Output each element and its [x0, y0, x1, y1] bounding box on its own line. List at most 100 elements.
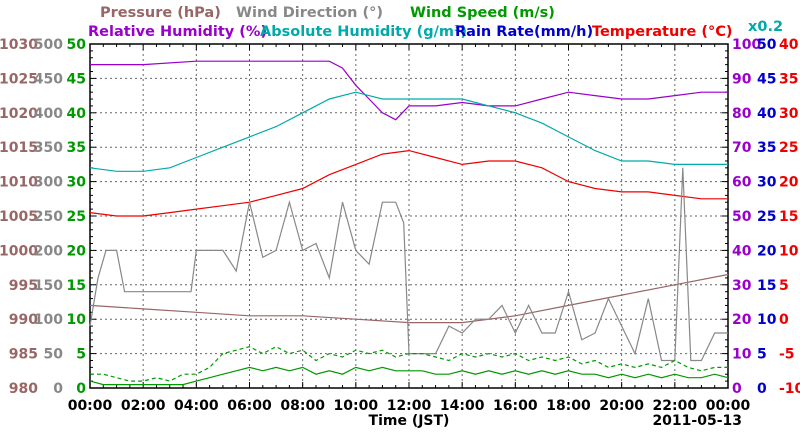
y-tick-label-wind-speed: 15	[67, 278, 86, 294]
y-tick-label-rain-rate: 50	[757, 37, 777, 53]
y-tick-label-wind-speed: 10	[67, 312, 87, 328]
x-tick-label: 12:00	[387, 398, 432, 414]
y-tick-label-relative-humidity: 30	[732, 278, 752, 294]
y-tick-label-rain-rate: 20	[757, 243, 777, 259]
y-tick-label-temperature: -5	[779, 347, 795, 363]
y-tick-label-wind-speed: 5	[76, 347, 86, 363]
y-tick-label-wind-speed: 0	[76, 381, 86, 397]
y-tick-label-pressure: 980	[9, 381, 38, 397]
y-tick-label-pressure: 985	[9, 347, 38, 363]
y-tick-label-rain-rate: 35	[757, 140, 776, 156]
y-tick-label-rain-rate: 25	[757, 209, 776, 225]
y-tick-label-rain-rate: 30	[757, 175, 777, 191]
y-tick-label-pressure: 1010	[0, 175, 38, 191]
y-tick-label-pressure: 990	[9, 312, 38, 328]
y-tick-label-wind-speed: 40	[67, 106, 87, 122]
series-absolute-humidity	[89, 91, 728, 172]
y-tick-label-relative-humidity: 80	[732, 106, 752, 122]
header-absolute-humidity: Absolute Humidity (g/m³)	[260, 24, 467, 40]
y-tick-label-wind-direction: 350	[34, 140, 63, 156]
y-tick-label-rain-rate: 45	[757, 71, 776, 87]
x-axis-label: Time (JST)	[369, 413, 450, 429]
x-tick-label: 08:00	[280, 398, 325, 414]
header-rain-rate: Rain Rate(mm/h)	[455, 24, 593, 40]
grid-lines	[90, 44, 728, 388]
x-axis: 00:00 02:00 04:00 06:00 08:00 10:00 12:00 14:00…	[68, 44, 751, 414]
x-tick-label: 06:00	[227, 398, 272, 414]
x-tick-label: 20:00	[599, 398, 644, 414]
y-tick-label-relative-humidity: 40	[732, 243, 752, 259]
y-tick-label-wind-direction: 250	[34, 209, 63, 225]
header-relative-humidity: Relative Humidity (%)	[88, 24, 267, 40]
x-tick-label: 00:00	[68, 398, 113, 414]
y-tick-label-relative-humidity: 20	[732, 312, 752, 328]
header-row-2: Relative Humidity (%) Absolute Humidity …	[88, 19, 783, 40]
y-tick-label-relative-humidity: 100	[732, 37, 761, 53]
y-tick-label-temperature: 35	[779, 71, 798, 87]
header-pressure: Pressure (hPa)	[100, 5, 221, 21]
y-tick-label-pressure: 1000	[0, 243, 38, 259]
y-tick-label-temperature: 20	[779, 175, 799, 191]
y-tick-label-wind-direction: 0	[53, 381, 63, 397]
header-scale-note: x0.2	[748, 19, 783, 35]
y-tick-label-temperature: 40	[779, 37, 799, 53]
x-tick-label: 04:00	[174, 398, 219, 414]
y-tick-label-relative-humidity: 70	[732, 140, 752, 156]
y-tick-label-pressure: 1020	[0, 106, 38, 122]
data-series	[89, 60, 729, 386]
y-tick-label-pressure: 1025	[0, 71, 38, 87]
series-wind-speed	[89, 366, 729, 386]
y-tick-label-wind-direction: 50	[44, 347, 64, 363]
y-tick-label-temperature: 30	[779, 106, 799, 122]
series-pressure	[89, 273, 729, 324]
y-tick-label-temperature: 25	[779, 140, 798, 156]
header-temperature: Temperature (°C)	[592, 24, 733, 40]
header-wind-speed: Wind Speed (m/s)	[410, 5, 555, 21]
x-tick-label: 22:00	[653, 398, 698, 414]
y-tick-label-wind-direction: 400	[34, 106, 63, 122]
y-tick-label-pressure: 1015	[0, 140, 38, 156]
y-tick-label-wind-speed: 45	[67, 71, 86, 87]
y-tick-label-wind-speed: 20	[67, 243, 87, 259]
y-tick-label-temperature: 0	[779, 312, 789, 328]
y-tick-label-pressure: 1005	[0, 209, 38, 225]
y-tick-label-temperature: 15	[779, 209, 798, 225]
series-wind-speed-gust	[90, 346, 728, 382]
y-tick-label-temperature: 5	[779, 278, 789, 294]
x-tick-label: 02:00	[121, 398, 166, 414]
y-tick-label-temperature: -10	[779, 381, 800, 397]
y-tick-label-relative-humidity: 50	[732, 209, 752, 225]
y-tick-label-wind-direction: 500	[34, 37, 63, 53]
y-tick-label-relative-humidity: 0	[732, 381, 742, 397]
x-tick-label: 16:00	[493, 398, 538, 414]
y-tick-label-rain-rate: 15	[757, 278, 776, 294]
y-tick-label-wind-speed: 25	[67, 209, 86, 225]
y-tick-label-relative-humidity: 10	[732, 347, 752, 363]
x-tick-label: 10:00	[334, 398, 379, 414]
series-relative-humidity	[90, 60, 728, 121]
y-tick-label-temperature: 10	[779, 243, 799, 259]
y-tick-label-pressure: 1030	[0, 37, 38, 53]
y-tick-label-wind-direction: 450	[34, 71, 63, 87]
x-tick-label: 14:00	[440, 398, 485, 414]
y-tick-label-wind-direction: 150	[34, 278, 63, 294]
y-tick-label-wind-direction: 100	[34, 312, 63, 328]
y-tick-label-wind-speed: 30	[67, 175, 87, 191]
y-tick-label-relative-humidity: 60	[732, 175, 752, 191]
header-row-1: Pressure (hPa) Wind Direction (°) Wind S…	[100, 5, 555, 21]
y-tick-label-wind-speed: 50	[67, 37, 87, 53]
y-tick-label-pressure: 995	[9, 278, 38, 294]
y-tick-label-rain-rate: 40	[757, 106, 777, 122]
y-axes: 1030102510201015101010051000995990985980…	[0, 37, 800, 397]
date-label: 2011-05-13	[652, 413, 742, 429]
series-temperature	[89, 149, 728, 217]
y-tick-label-wind-speed: 35	[67, 140, 86, 156]
y-tick-label-wind-direction: 300	[34, 175, 63, 191]
y-tick-label-rain-rate: 0	[757, 381, 767, 397]
y-tick-label-relative-humidity: 90	[732, 71, 752, 87]
header-wind-direction: Wind Direction (°)	[236, 5, 383, 21]
x-tick-label: 00:00	[706, 398, 751, 414]
y-tick-label-wind-direction: 200	[34, 243, 63, 259]
y-tick-label-rain-rate: 5	[757, 347, 767, 363]
